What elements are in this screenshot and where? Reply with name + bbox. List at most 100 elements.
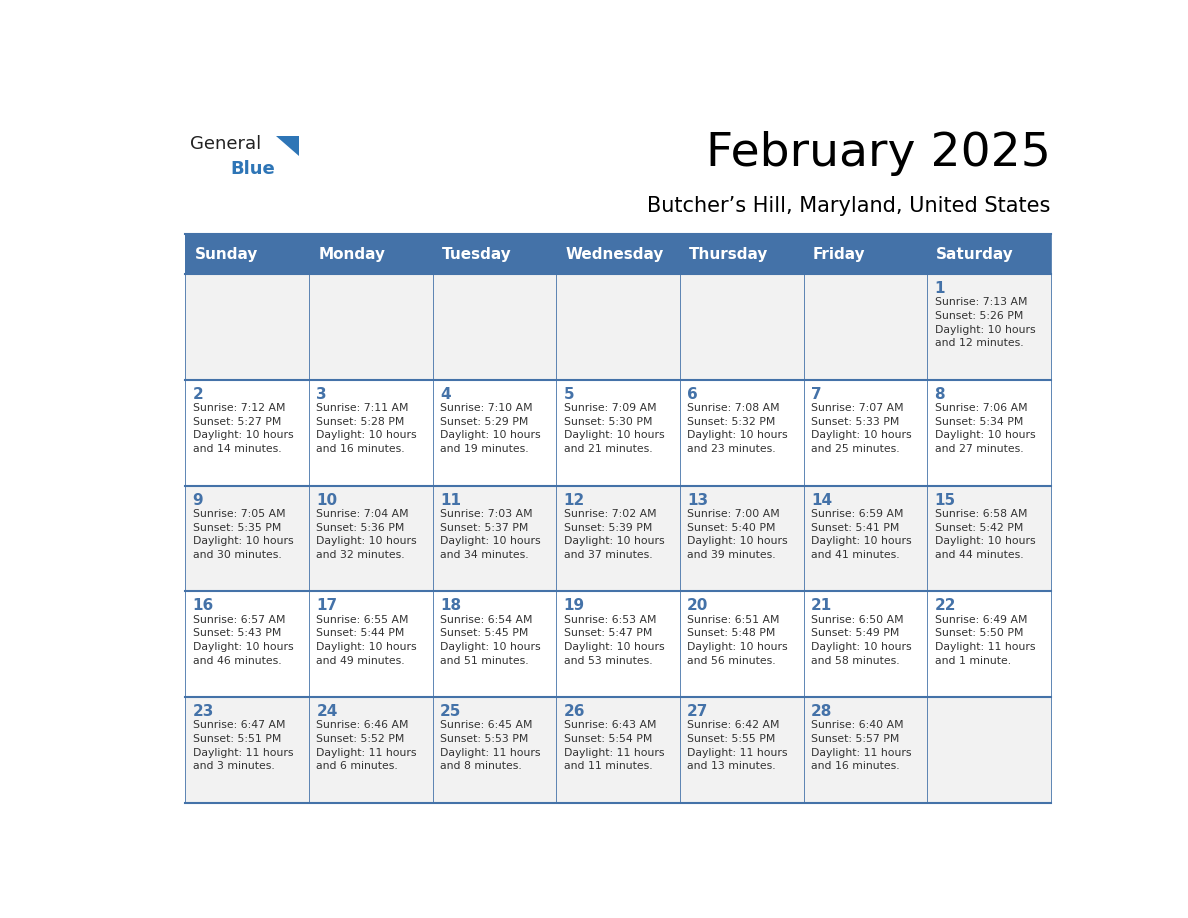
Bar xyxy=(185,591,309,697)
Bar xyxy=(680,486,803,591)
Text: Sunrise: 7:06 AM
Sunset: 5:34 PM
Daylight: 10 hours
and 27 minutes.: Sunrise: 7:06 AM Sunset: 5:34 PM Dayligh… xyxy=(935,403,1035,454)
Bar xyxy=(309,380,432,486)
Text: 11: 11 xyxy=(440,493,461,508)
Bar xyxy=(432,380,556,486)
Bar xyxy=(927,234,1051,274)
Text: Tuesday: Tuesday xyxy=(442,247,512,262)
Bar xyxy=(680,234,803,274)
Text: Sunrise: 7:08 AM
Sunset: 5:32 PM
Daylight: 10 hours
and 23 minutes.: Sunrise: 7:08 AM Sunset: 5:32 PM Dayligh… xyxy=(687,403,788,454)
Text: 1: 1 xyxy=(935,281,944,297)
Bar xyxy=(309,486,432,591)
Text: Saturday: Saturday xyxy=(936,247,1015,262)
Text: 18: 18 xyxy=(440,599,461,613)
Bar xyxy=(927,591,1051,697)
Text: Sunrise: 6:49 AM
Sunset: 5:50 PM
Daylight: 11 hours
and 1 minute.: Sunrise: 6:49 AM Sunset: 5:50 PM Dayligh… xyxy=(935,615,1035,666)
Bar xyxy=(927,380,1051,486)
Text: 15: 15 xyxy=(935,493,955,508)
Bar xyxy=(185,697,309,803)
Text: Sunrise: 6:57 AM
Sunset: 5:43 PM
Daylight: 10 hours
and 46 minutes.: Sunrise: 6:57 AM Sunset: 5:43 PM Dayligh… xyxy=(192,615,293,666)
Bar xyxy=(432,234,556,274)
Bar xyxy=(432,486,556,591)
Text: Sunrise: 7:02 AM
Sunset: 5:39 PM
Daylight: 10 hours
and 37 minutes.: Sunrise: 7:02 AM Sunset: 5:39 PM Dayligh… xyxy=(563,509,664,560)
Text: February 2025: February 2025 xyxy=(706,131,1051,176)
Bar xyxy=(432,274,556,380)
Text: 22: 22 xyxy=(935,599,956,613)
Bar xyxy=(185,234,309,274)
Text: General: General xyxy=(190,135,261,153)
Text: 10: 10 xyxy=(316,493,337,508)
Bar xyxy=(556,380,680,486)
Text: Sunrise: 7:03 AM
Sunset: 5:37 PM
Daylight: 10 hours
and 34 minutes.: Sunrise: 7:03 AM Sunset: 5:37 PM Dayligh… xyxy=(440,509,541,560)
Bar xyxy=(556,486,680,591)
Text: Sunrise: 7:00 AM
Sunset: 5:40 PM
Daylight: 10 hours
and 39 minutes.: Sunrise: 7:00 AM Sunset: 5:40 PM Dayligh… xyxy=(687,509,788,560)
Bar xyxy=(927,486,1051,591)
Text: 9: 9 xyxy=(192,493,203,508)
Text: 28: 28 xyxy=(811,704,833,719)
Text: 23: 23 xyxy=(192,704,214,719)
Text: 24: 24 xyxy=(316,704,337,719)
Text: Thursday: Thursday xyxy=(689,247,769,262)
Text: Sunrise: 7:11 AM
Sunset: 5:28 PM
Daylight: 10 hours
and 16 minutes.: Sunrise: 7:11 AM Sunset: 5:28 PM Dayligh… xyxy=(316,403,417,454)
Text: Sunrise: 6:46 AM
Sunset: 5:52 PM
Daylight: 11 hours
and 6 minutes.: Sunrise: 6:46 AM Sunset: 5:52 PM Dayligh… xyxy=(316,721,417,771)
Bar xyxy=(803,380,927,486)
Bar xyxy=(309,274,432,380)
Text: 13: 13 xyxy=(687,493,708,508)
Text: Sunrise: 6:58 AM
Sunset: 5:42 PM
Daylight: 10 hours
and 44 minutes.: Sunrise: 6:58 AM Sunset: 5:42 PM Dayligh… xyxy=(935,509,1035,560)
Text: 6: 6 xyxy=(687,387,699,402)
Text: Sunrise: 7:04 AM
Sunset: 5:36 PM
Daylight: 10 hours
and 32 minutes.: Sunrise: 7:04 AM Sunset: 5:36 PM Dayligh… xyxy=(316,509,417,560)
Bar xyxy=(432,697,556,803)
Text: Sunrise: 6:43 AM
Sunset: 5:54 PM
Daylight: 11 hours
and 11 minutes.: Sunrise: 6:43 AM Sunset: 5:54 PM Dayligh… xyxy=(563,721,664,771)
Text: 5: 5 xyxy=(563,387,574,402)
Text: 20: 20 xyxy=(687,599,708,613)
Bar xyxy=(680,274,803,380)
Text: Friday: Friday xyxy=(813,247,865,262)
Bar xyxy=(309,591,432,697)
Text: 14: 14 xyxy=(811,493,832,508)
Text: Sunrise: 7:07 AM
Sunset: 5:33 PM
Daylight: 10 hours
and 25 minutes.: Sunrise: 7:07 AM Sunset: 5:33 PM Dayligh… xyxy=(811,403,911,454)
Polygon shape xyxy=(276,136,298,156)
Text: Sunrise: 6:47 AM
Sunset: 5:51 PM
Daylight: 11 hours
and 3 minutes.: Sunrise: 6:47 AM Sunset: 5:51 PM Dayligh… xyxy=(192,721,293,771)
Text: Sunrise: 7:12 AM
Sunset: 5:27 PM
Daylight: 10 hours
and 14 minutes.: Sunrise: 7:12 AM Sunset: 5:27 PM Dayligh… xyxy=(192,403,293,454)
Bar xyxy=(309,697,432,803)
Bar xyxy=(556,234,680,274)
Text: Sunrise: 6:45 AM
Sunset: 5:53 PM
Daylight: 11 hours
and 8 minutes.: Sunrise: 6:45 AM Sunset: 5:53 PM Dayligh… xyxy=(440,721,541,771)
Bar xyxy=(927,274,1051,380)
Bar xyxy=(803,591,927,697)
Text: 19: 19 xyxy=(563,599,584,613)
Text: 27: 27 xyxy=(687,704,708,719)
Text: Wednesday: Wednesday xyxy=(565,247,664,262)
Text: Butcher’s Hill, Maryland, United States: Butcher’s Hill, Maryland, United States xyxy=(647,196,1051,217)
Bar xyxy=(556,591,680,697)
Text: Sunrise: 7:05 AM
Sunset: 5:35 PM
Daylight: 10 hours
and 30 minutes.: Sunrise: 7:05 AM Sunset: 5:35 PM Dayligh… xyxy=(192,509,293,560)
Bar xyxy=(185,380,309,486)
Text: Sunrise: 6:42 AM
Sunset: 5:55 PM
Daylight: 11 hours
and 13 minutes.: Sunrise: 6:42 AM Sunset: 5:55 PM Dayligh… xyxy=(687,721,788,771)
Text: Sunrise: 6:50 AM
Sunset: 5:49 PM
Daylight: 10 hours
and 58 minutes.: Sunrise: 6:50 AM Sunset: 5:49 PM Dayligh… xyxy=(811,615,911,666)
Bar xyxy=(680,591,803,697)
Bar xyxy=(556,697,680,803)
Text: Sunrise: 7:09 AM
Sunset: 5:30 PM
Daylight: 10 hours
and 21 minutes.: Sunrise: 7:09 AM Sunset: 5:30 PM Dayligh… xyxy=(563,403,664,454)
Text: Sunrise: 7:13 AM
Sunset: 5:26 PM
Daylight: 10 hours
and 12 minutes.: Sunrise: 7:13 AM Sunset: 5:26 PM Dayligh… xyxy=(935,297,1035,348)
Bar xyxy=(803,234,927,274)
Text: Blue: Blue xyxy=(230,160,276,178)
Text: 16: 16 xyxy=(192,599,214,613)
Text: Sunrise: 6:40 AM
Sunset: 5:57 PM
Daylight: 11 hours
and 16 minutes.: Sunrise: 6:40 AM Sunset: 5:57 PM Dayligh… xyxy=(811,721,911,771)
Text: Sunrise: 6:51 AM
Sunset: 5:48 PM
Daylight: 10 hours
and 56 minutes.: Sunrise: 6:51 AM Sunset: 5:48 PM Dayligh… xyxy=(687,615,788,666)
Bar xyxy=(803,486,927,591)
Bar xyxy=(185,486,309,591)
Bar xyxy=(556,274,680,380)
Text: 21: 21 xyxy=(811,599,832,613)
Text: 2: 2 xyxy=(192,387,203,402)
Text: 4: 4 xyxy=(440,387,450,402)
Text: Sunrise: 6:54 AM
Sunset: 5:45 PM
Daylight: 10 hours
and 51 minutes.: Sunrise: 6:54 AM Sunset: 5:45 PM Dayligh… xyxy=(440,615,541,666)
Text: Monday: Monday xyxy=(318,247,385,262)
Text: 26: 26 xyxy=(563,704,586,719)
Bar xyxy=(803,274,927,380)
Bar xyxy=(309,234,432,274)
Text: Sunday: Sunday xyxy=(195,247,258,262)
Text: 17: 17 xyxy=(316,599,337,613)
Text: Sunrise: 6:53 AM
Sunset: 5:47 PM
Daylight: 10 hours
and 53 minutes.: Sunrise: 6:53 AM Sunset: 5:47 PM Dayligh… xyxy=(563,615,664,666)
Text: Sunrise: 6:55 AM
Sunset: 5:44 PM
Daylight: 10 hours
and 49 minutes.: Sunrise: 6:55 AM Sunset: 5:44 PM Dayligh… xyxy=(316,615,417,666)
Text: 8: 8 xyxy=(935,387,946,402)
Text: Sunrise: 7:10 AM
Sunset: 5:29 PM
Daylight: 10 hours
and 19 minutes.: Sunrise: 7:10 AM Sunset: 5:29 PM Dayligh… xyxy=(440,403,541,454)
Text: 7: 7 xyxy=(811,387,822,402)
